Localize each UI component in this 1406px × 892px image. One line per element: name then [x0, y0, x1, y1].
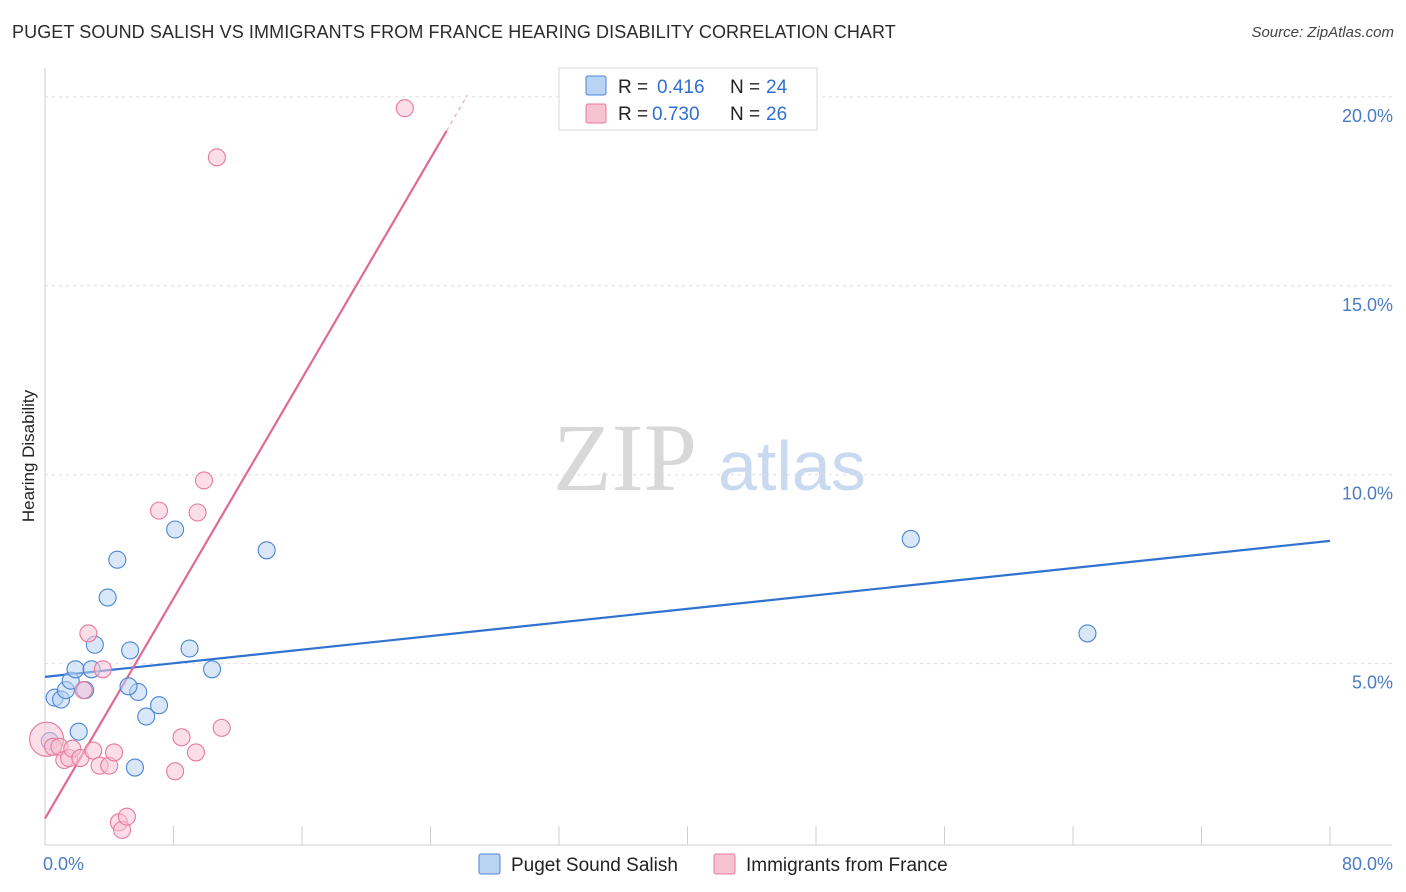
y-tick-label-2: 15.0%: [1342, 295, 1393, 315]
point-salish-21: [257, 541, 276, 560]
x-tick-label-0: 0.0%: [43, 854, 84, 874]
point-france-23: [207, 148, 226, 167]
bottom-legend-label-blue: Puget Sound Salish: [511, 855, 678, 876]
x-tick-label-1: 80.0%: [1342, 854, 1393, 874]
gridlines: [45, 96, 1392, 665]
data-points: [29, 99, 1097, 839]
point-salish-11: [108, 550, 127, 569]
point-salish-10: [98, 588, 117, 607]
axes: [44, 68, 1392, 846]
legend-r-value-pink: 0.730: [652, 104, 700, 125]
bottom-legend-label-pink: Immigrants from France: [746, 855, 948, 876]
trendline-france: [44, 130, 448, 820]
point-france-13: [105, 743, 124, 762]
point-france-22: [194, 471, 214, 490]
watermark-atlas: atlas: [718, 427, 866, 505]
trendline-salish: [44, 539, 1331, 678]
chart-title: PUGET SOUND SALISH VS IMMIGRANTS FROM FR…: [12, 22, 896, 42]
point-france-18: [166, 762, 185, 781]
trendline-france-extension: [446, 94, 468, 132]
y-tick-label-3: 20.0%: [1342, 106, 1393, 126]
top-legend: R = 0.416 N = 24 R = 0.730 N = 26: [558, 67, 818, 131]
bottom-legend-swatch-blue: [478, 853, 501, 875]
point-salish-14: [121, 641, 140, 660]
legend-r-value-blue: 0.416: [657, 77, 705, 98]
point-salish-22: [901, 529, 920, 549]
point-salish-13: [119, 677, 138, 696]
point-france-9: [84, 741, 103, 760]
point-salish-19: [180, 639, 199, 658]
legend-r-label-pink: R =: [618, 104, 648, 125]
y-tick-label-0: 5.0%: [1352, 673, 1393, 693]
legend-swatch-pink: [585, 103, 607, 124]
legend-n-label-pink: N =: [730, 104, 760, 125]
point-france-21: [188, 503, 207, 522]
y-tick-label-1: 10.0%: [1342, 484, 1393, 504]
point-salish-16: [137, 707, 156, 726]
watermark: ZIP atlas: [553, 404, 866, 511]
point-salish-15: [125, 758, 144, 777]
point-france-19: [172, 728, 191, 747]
point-salish-18: [166, 520, 185, 539]
tick-labels: 5.0% 10.0% 15.0% 20.0% 0.0% 80.0%: [43, 106, 1393, 874]
point-france-24: [212, 718, 231, 737]
point-france-25: [395, 99, 414, 118]
point-salish-20: [203, 660, 222, 679]
legend-n-value-blue: 24: [766, 77, 788, 98]
point-france-20: [186, 743, 206, 762]
bottom-legend-swatch-pink: [713, 853, 736, 875]
point-france-8: [79, 624, 98, 643]
legend-r-label-blue: R =: [618, 77, 648, 98]
point-france-11: [93, 660, 112, 679]
y-axis-title: Hearing Disability: [19, 389, 38, 522]
legend-n-label-blue: N =: [730, 77, 760, 98]
point-salish-17: [149, 696, 169, 715]
point-france-7: [74, 681, 93, 700]
watermark-zip: ZIP: [553, 404, 697, 511]
source-label: Source: ZipAtlas.com: [1251, 24, 1394, 41]
point-salish-6: [69, 722, 88, 741]
point-salish-23: [1078, 624, 1097, 643]
legend-n-value-pink: 26: [766, 104, 787, 125]
point-france-16: [117, 807, 136, 826]
legend-swatch-blue: [585, 75, 607, 96]
bottom-legend: Puget Sound Salish Immigrants from Franc…: [478, 853, 948, 876]
point-salish-5: [66, 660, 85, 679]
trendlines: [44, 94, 1331, 820]
point-france-17: [149, 501, 169, 520]
